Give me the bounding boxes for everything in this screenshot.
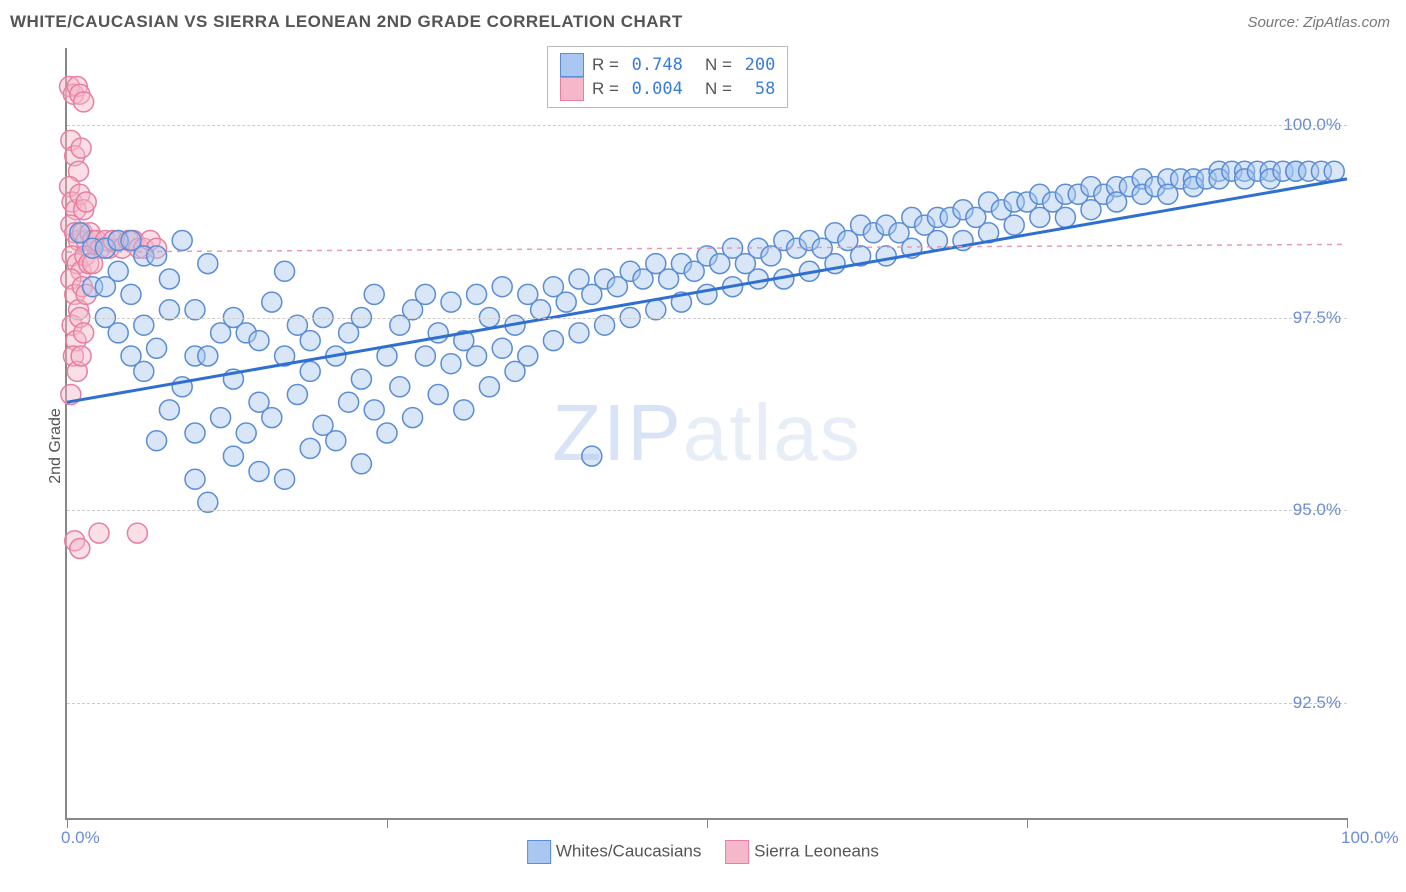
data-point [249,462,269,482]
data-point [211,408,231,428]
gridline [67,703,1347,704]
series-legend: Whites/Caucasians Sierra Leoneans [527,840,879,864]
data-point [185,423,205,443]
data-point [134,361,154,381]
data-point [556,292,576,312]
data-point [300,438,320,458]
data-point [441,354,461,374]
data-point [1055,207,1075,227]
data-point [159,269,179,289]
data-point [415,346,435,366]
source-label: Source: ZipAtlas.com [1247,14,1390,31]
data-point [543,331,563,351]
y-axis-title: 2nd Grade [47,408,65,484]
data-point [582,446,602,466]
data-point [275,469,295,489]
data-point [70,539,90,559]
data-point [74,323,94,343]
data-point [198,346,218,366]
data-point [147,431,167,451]
data-point [159,400,179,420]
data-point [262,408,282,428]
data-point [1004,215,1024,235]
data-point [74,92,94,112]
data-point [198,254,218,274]
y-tick-label: 97.5% [1293,308,1341,328]
data-point [147,338,167,358]
trend-line [67,179,1347,402]
data-point [147,246,167,266]
x-tick [67,818,68,828]
x-tick [1347,818,1348,828]
chart-title: WHITE/CAUCASIAN VS SIERRA LEONEAN 2ND GR… [10,12,683,32]
data-point [364,400,384,420]
data-point [262,292,282,312]
x-tick [707,818,708,828]
data-point [454,400,474,420]
data-point [127,523,147,543]
data-point [236,423,256,443]
legend-swatch [725,840,749,864]
x-tick [1027,818,1028,828]
data-point [339,392,359,412]
data-point [492,338,512,358]
data-point [876,246,896,266]
data-point [569,323,589,343]
data-point [71,138,91,158]
y-tick-label: 95.0% [1293,500,1341,520]
legend-swatch [527,840,551,864]
chart-container: { "title": "WHITE/CAUCASIAN VS SIERRA LE… [0,0,1406,892]
data-point [479,377,499,397]
data-point [377,423,397,443]
data-point [364,284,384,304]
data-point [287,385,307,405]
data-point [467,284,487,304]
data-point [275,261,295,281]
data-point [441,292,461,312]
data-point [300,361,320,381]
data-point [185,469,205,489]
data-point [390,377,410,397]
x-tick-label: 0.0% [61,828,100,848]
data-point [467,346,487,366]
legend-label: Whites/Caucasians [556,841,702,860]
legend-label: Sierra Leoneans [754,841,879,860]
data-point [76,192,96,212]
data-point [415,284,435,304]
gridline [67,125,1347,126]
y-tick-label: 92.5% [1293,693,1341,713]
data-point [492,277,512,297]
data-point [518,346,538,366]
data-point [108,323,128,343]
data-point [403,408,423,428]
x-tick [387,818,388,828]
data-point [697,284,717,304]
plot-area: ZIPatlas R = 0.748 N = 200R = 0.004 N = … [65,48,1347,820]
gridline [67,318,1347,319]
data-point [428,385,448,405]
data-point [89,523,109,543]
data-point [326,431,346,451]
legend-item: Sierra Leoneans [725,840,879,864]
data-point [223,446,243,466]
data-point [172,231,192,251]
data-point [1324,161,1344,181]
data-point [351,369,371,389]
data-point [108,261,128,281]
data-point [249,331,269,351]
data-point [351,454,371,474]
legend-item: Whites/Caucasians [527,840,701,864]
x-tick-label: 100.0% [1341,828,1399,848]
data-point [121,284,141,304]
data-point [71,346,91,366]
data-point [300,331,320,351]
y-tick-label: 100.0% [1283,115,1341,135]
gridline [67,510,1347,511]
